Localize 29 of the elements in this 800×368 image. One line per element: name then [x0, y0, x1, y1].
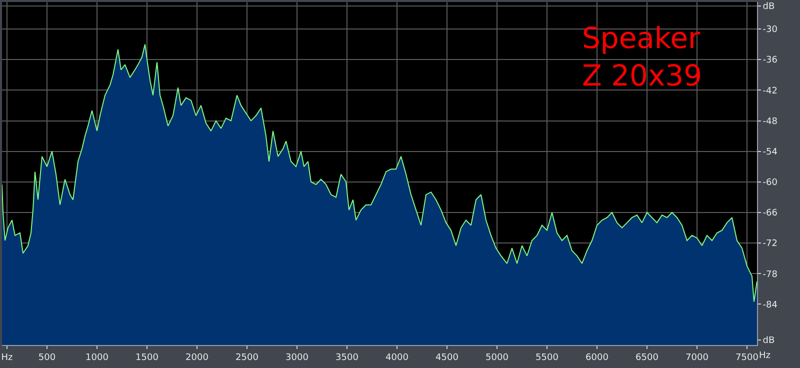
x-tick-label: 5000	[486, 352, 509, 363]
annotation: Speaker Z 20x39	[582, 21, 702, 93]
y-tick-label: -66	[762, 208, 778, 219]
y-tick-label: -48	[762, 116, 778, 127]
x-tick-label: 1000	[86, 352, 109, 363]
x-tick-label: 4500	[436, 352, 459, 363]
y-tick-label: dB	[762, 2, 775, 12]
x-tick-label: 5500	[536, 352, 559, 363]
y-tick-label: -60	[762, 178, 778, 188]
x-tick-label: 6000	[586, 352, 609, 363]
x-tick-label: 2000	[186, 352, 209, 363]
y-tick-label: dB	[762, 336, 775, 346]
x-tick-label: Hz	[1, 352, 14, 363]
y-tick-label: -78	[762, 270, 778, 280]
y-tick-label: -42	[762, 86, 778, 96]
x-tick-label: 7500	[736, 352, 759, 363]
x-tick-label: 7000	[686, 352, 709, 363]
y-tick-label: -30	[762, 25, 778, 36]
x-tick-label: 3000	[286, 352, 309, 363]
x-tick-label: 6500	[636, 352, 659, 363]
y-tick-label: -72	[762, 239, 778, 250]
x-tick-label: 4000	[386, 352, 409, 363]
x-tick-label: 1500	[136, 352, 159, 363]
y-tick-label: -36	[762, 56, 778, 66]
x-tick-label: 3500	[336, 352, 359, 363]
y-tick-label: -84	[762, 300, 778, 310]
x-tick-label: 500	[38, 352, 56, 363]
x-tick-label: 2500	[236, 352, 259, 363]
y-tick-label: -54	[762, 147, 778, 158]
